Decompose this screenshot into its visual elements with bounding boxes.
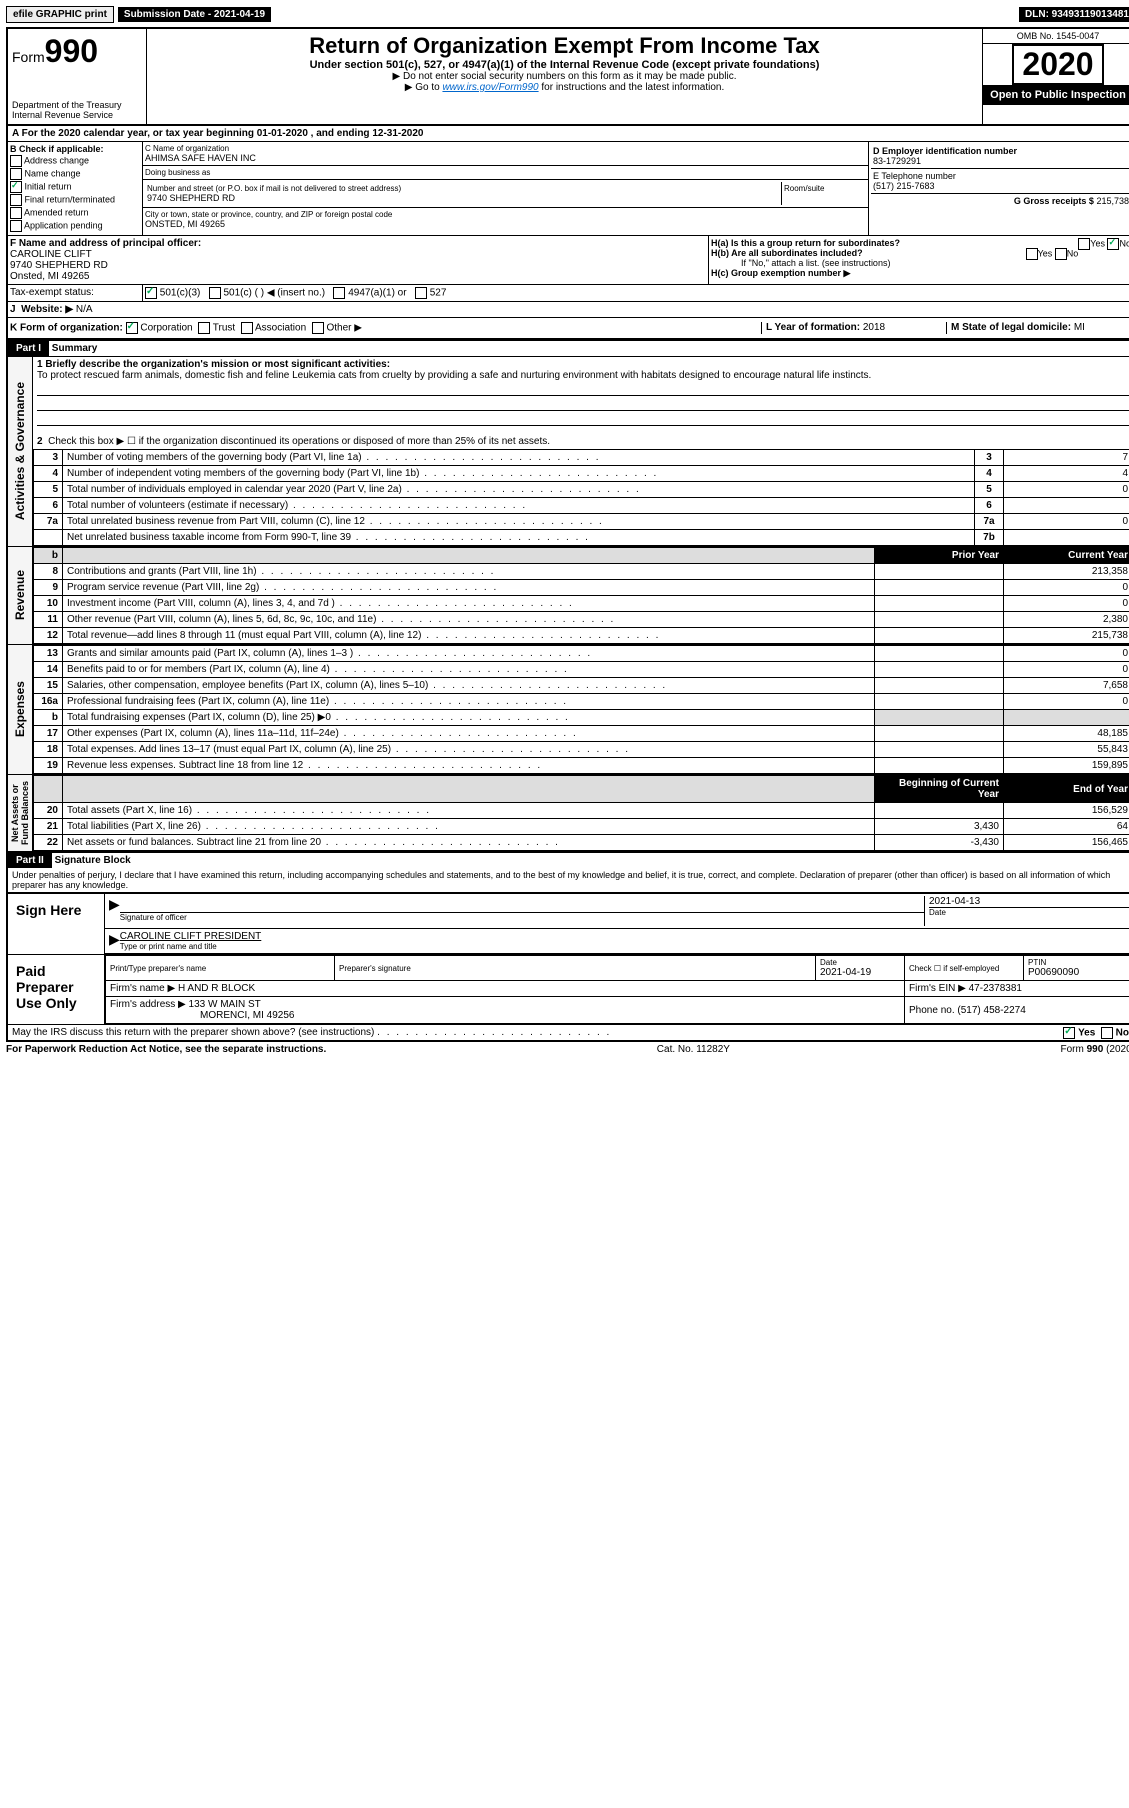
sig-date: 2021-04-13	[929, 896, 1129, 907]
cb-501c3[interactable]	[145, 287, 157, 299]
phone: (517) 215-7683	[873, 181, 1129, 191]
section-d: D Employer identification number 83-1729…	[869, 142, 1129, 235]
tax-status-label: Tax-exempt status:	[8, 285, 143, 301]
firm-name: H AND R BLOCK	[178, 983, 255, 994]
inspection-label: Open to Public Inspection	[983, 85, 1129, 105]
footer-center: Cat. No. 11282Y	[657, 1044, 730, 1055]
firm-city: MORENCI, MI 49256	[110, 1010, 294, 1021]
firm-addr: 133 W MAIN ST	[189, 999, 261, 1010]
arrow-icon: ▶	[109, 896, 120, 926]
tax-year: 2020	[1012, 44, 1103, 85]
section-b: B Check if applicable: Address change Na…	[8, 142, 143, 235]
omb-number: OMB No. 1545-0047	[983, 29, 1129, 44]
netassets-table: Beginning of Current YearEnd of Year20To…	[33, 775, 1129, 851]
instruction-2-post: for instructions and the latest informat…	[539, 82, 725, 93]
instruction-2-pre: ▶ Go to	[405, 82, 443, 93]
efile-button[interactable]: efile GRAPHIC print	[6, 6, 114, 23]
cb-address-change[interactable]	[10, 155, 22, 167]
form-subtitle: Under section 501(c), 527, or 4947(a)(1)…	[151, 59, 978, 71]
cb-ha-yes[interactable]	[1078, 238, 1090, 250]
cb-app-pending[interactable]	[10, 220, 22, 232]
governance-label: Activities & Governance	[13, 382, 27, 520]
footer-left: For Paperwork Reduction Act Notice, see …	[6, 1044, 326, 1055]
form-title: Return of Organization Exempt From Incom…	[151, 33, 978, 59]
cb-527[interactable]	[415, 287, 427, 299]
cb-501c[interactable]	[209, 287, 221, 299]
ptin: P00690090	[1028, 967, 1128, 978]
website-value: N/A	[76, 304, 93, 315]
mission-text: To protect rescued farm animals, domesti…	[37, 370, 1129, 381]
footer-right: Form 990 (2020)	[1061, 1044, 1129, 1055]
part2-header: Part II	[8, 853, 52, 868]
irs-link[interactable]: www.irs.gov/Form990	[442, 82, 538, 93]
prep-date: 2021-04-19	[820, 967, 900, 978]
paid-preparer-label: Paid Preparer Use Only	[8, 955, 105, 1024]
cb-4947[interactable]	[333, 287, 345, 299]
cb-name-change[interactable]	[10, 168, 22, 180]
part2-title: Signature Block	[55, 855, 131, 866]
ein: 83-1729291	[873, 156, 1129, 166]
officer-street: 9740 SHEPHERD RD	[10, 260, 706, 271]
cb-discuss-yes[interactable]	[1063, 1027, 1075, 1039]
part1-header: Part I	[8, 341, 49, 356]
officer-label: F Name and address of principal officer:	[10, 238, 706, 249]
netassets-label: Net Assets or Fund Balances	[10, 775, 30, 851]
cb-discuss-no[interactable]	[1101, 1027, 1113, 1039]
cb-assoc[interactable]	[241, 322, 253, 334]
officer-city: Onsted, MI 49265	[10, 271, 706, 282]
part1-title: Summary	[52, 343, 98, 354]
arrow-icon: ▶	[109, 931, 120, 951]
dln: DLN: 93493119013481	[1019, 7, 1129, 22]
cb-corp[interactable]	[126, 322, 138, 334]
line2-text: Check this box ▶ ☐ if the organization d…	[48, 436, 550, 447]
cb-other[interactable]	[312, 322, 324, 334]
revenue-label: Revenue	[13, 570, 27, 620]
form-id-cell: Form990 Department of the Treasury Inter…	[8, 29, 147, 124]
officer-sig-name: CAROLINE CLIFT PRESIDENT	[120, 931, 1129, 942]
expenses-table: 13Grants and similar amounts paid (Part …	[33, 645, 1129, 774]
firm-ein: 47-2378381	[969, 983, 1022, 994]
governance-table: 3Number of voting members of the governi…	[33, 449, 1129, 546]
officer-name: CAROLINE CLIFT	[10, 249, 706, 260]
cb-amended[interactable]	[10, 207, 22, 219]
website-label: Website: ▶	[21, 304, 73, 315]
row-a: A For the 2020 calendar year, or tax yea…	[8, 126, 1129, 142]
firm-phone: (517) 458-2274	[957, 1005, 1025, 1016]
cb-final-return[interactable]	[10, 194, 22, 206]
discuss-label: May the IRS discuss this return with the…	[12, 1027, 374, 1038]
state-domicile: MI	[1074, 322, 1085, 333]
revenue-table: bPrior YearCurrent Year8Contributions an…	[33, 547, 1129, 644]
instruction-1: ▶ Do not enter social security numbers o…	[151, 71, 978, 82]
cb-hb-no[interactable]	[1055, 248, 1067, 260]
city-state-zip: ONSTED, MI 49265	[145, 219, 866, 229]
gross-receipts: 215,738	[1096, 196, 1129, 206]
cb-initial-return[interactable]	[10, 181, 22, 193]
submission-date: Submission Date - 2021-04-19	[118, 7, 271, 22]
cb-hb-yes[interactable]	[1026, 248, 1038, 260]
dept-label: Department of the Treasury Internal Reve…	[12, 100, 142, 120]
expenses-label: Expenses	[13, 681, 27, 737]
section-c: C Name of organization AHIMSA SAFE HAVEN…	[143, 142, 869, 235]
year-formation: 2018	[863, 322, 885, 333]
cb-ha-no[interactable]	[1107, 238, 1119, 250]
cb-trust[interactable]	[198, 322, 210, 334]
declaration: Under penalties of perjury, I declare th…	[8, 868, 1129, 892]
street-address: 9740 SHEPHERD RD	[147, 193, 779, 203]
sign-here-label: Sign Here	[8, 894, 105, 954]
website-j: J	[10, 304, 16, 315]
org-name: AHIMSA SAFE HAVEN INC	[145, 153, 866, 163]
